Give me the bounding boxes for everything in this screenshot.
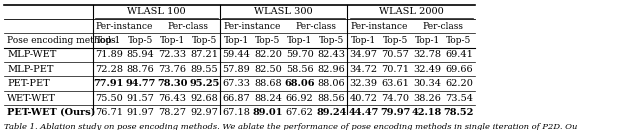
Text: 59.70: 59.70 xyxy=(286,50,314,59)
Text: 91.57: 91.57 xyxy=(127,93,154,103)
Text: 66.92: 66.92 xyxy=(286,93,314,103)
Text: WLASL 100: WLASL 100 xyxy=(127,7,186,16)
Text: 78.27: 78.27 xyxy=(158,108,186,117)
Text: Top-1: Top-1 xyxy=(223,36,249,45)
Text: WLASL 2000: WLASL 2000 xyxy=(379,7,444,16)
Text: 92.97: 92.97 xyxy=(190,108,218,117)
Text: Top-1: Top-1 xyxy=(96,36,122,45)
Text: Top-5: Top-5 xyxy=(128,36,153,45)
Text: 32.49: 32.49 xyxy=(413,65,441,74)
Text: Per-instance: Per-instance xyxy=(96,22,153,31)
Text: 68.06: 68.06 xyxy=(284,79,315,88)
Text: Top-1: Top-1 xyxy=(415,36,440,45)
Text: MLP-WET: MLP-WET xyxy=(7,50,56,59)
Text: 77.91: 77.91 xyxy=(93,79,124,88)
Text: 76.71: 76.71 xyxy=(95,108,123,117)
Text: Table 1. Ablation study on pose encoding methods. We ablate the performance of p: Table 1. Ablation study on pose encoding… xyxy=(4,123,578,130)
Text: Top-5: Top-5 xyxy=(191,36,217,45)
Text: 73.76: 73.76 xyxy=(158,65,186,74)
Text: 82.43: 82.43 xyxy=(317,50,346,59)
Text: 38.26: 38.26 xyxy=(413,93,441,103)
Text: 69.41: 69.41 xyxy=(445,50,473,59)
Text: Per-class: Per-class xyxy=(168,22,209,31)
Text: 76.43: 76.43 xyxy=(158,93,186,103)
Text: 91.97: 91.97 xyxy=(127,108,154,117)
Text: 88.56: 88.56 xyxy=(317,93,346,103)
Text: Per-instance: Per-instance xyxy=(223,22,281,31)
Text: 32.39: 32.39 xyxy=(349,79,378,88)
Text: 62.20: 62.20 xyxy=(445,79,473,88)
Text: Top-5: Top-5 xyxy=(383,36,408,45)
Text: Top-5: Top-5 xyxy=(319,36,344,45)
Text: 88.24: 88.24 xyxy=(254,93,282,103)
Text: PET-WET (Ours): PET-WET (Ours) xyxy=(7,108,95,117)
Text: 32.78: 32.78 xyxy=(413,50,441,59)
Text: PET-PET: PET-PET xyxy=(7,79,50,88)
Text: Top-5: Top-5 xyxy=(255,36,280,45)
Text: 75.50: 75.50 xyxy=(95,93,122,103)
Text: 58.56: 58.56 xyxy=(286,65,314,74)
Text: 70.71: 70.71 xyxy=(381,65,409,74)
Text: 92.68: 92.68 xyxy=(190,93,218,103)
Text: MLP-PET: MLP-PET xyxy=(7,65,54,74)
Text: 89.01: 89.01 xyxy=(253,108,283,117)
Text: 88.06: 88.06 xyxy=(317,79,346,88)
Text: 67.33: 67.33 xyxy=(222,79,250,88)
Text: 88.76: 88.76 xyxy=(127,65,154,74)
Text: Per-instance: Per-instance xyxy=(351,22,408,31)
Text: Top-5: Top-5 xyxy=(446,36,472,45)
Text: 40.72: 40.72 xyxy=(349,93,378,103)
Text: 63.61: 63.61 xyxy=(381,79,409,88)
Text: Top-1: Top-1 xyxy=(160,36,185,45)
Text: 70.57: 70.57 xyxy=(381,50,409,59)
Text: Pose encoding methods: Pose encoding methods xyxy=(6,36,115,45)
Text: 67.18: 67.18 xyxy=(222,108,250,117)
Text: 72.33: 72.33 xyxy=(158,50,186,59)
Text: 34.97: 34.97 xyxy=(349,50,378,59)
Text: 88.68: 88.68 xyxy=(254,79,282,88)
Text: 79.97: 79.97 xyxy=(380,108,410,117)
Text: 42.18: 42.18 xyxy=(412,108,442,117)
Text: 34.72: 34.72 xyxy=(349,65,378,74)
Text: 85.94: 85.94 xyxy=(127,50,154,59)
Text: 57.89: 57.89 xyxy=(222,65,250,74)
Text: Top-1: Top-1 xyxy=(287,36,312,45)
Text: 69.66: 69.66 xyxy=(445,65,473,74)
Text: 59.44: 59.44 xyxy=(222,50,250,59)
Text: 78.52: 78.52 xyxy=(444,108,474,117)
Text: WLASL 300: WLASL 300 xyxy=(255,7,313,16)
Text: WET-WET: WET-WET xyxy=(7,93,56,103)
Text: 82.96: 82.96 xyxy=(317,65,346,74)
Text: Per-class: Per-class xyxy=(295,22,336,31)
Text: 73.54: 73.54 xyxy=(445,93,473,103)
Text: 95.25: 95.25 xyxy=(189,79,220,88)
Text: 82.20: 82.20 xyxy=(254,50,282,59)
Text: 82.50: 82.50 xyxy=(254,65,282,74)
Text: 89.24: 89.24 xyxy=(316,108,347,117)
Text: 71.89: 71.89 xyxy=(95,50,123,59)
Text: Top-1: Top-1 xyxy=(351,36,376,45)
Text: 44.47: 44.47 xyxy=(348,108,379,117)
Text: Per-class: Per-class xyxy=(422,22,463,31)
Text: 67.62: 67.62 xyxy=(286,108,314,117)
Text: 74.70: 74.70 xyxy=(381,93,409,103)
Text: 87.21: 87.21 xyxy=(190,50,218,59)
Text: 30.34: 30.34 xyxy=(413,79,441,88)
Text: 94.77: 94.77 xyxy=(125,79,156,88)
Text: 66.87: 66.87 xyxy=(222,93,250,103)
Text: 89.55: 89.55 xyxy=(190,65,218,74)
Text: 72.28: 72.28 xyxy=(95,65,123,74)
Text: 78.30: 78.30 xyxy=(157,79,188,88)
